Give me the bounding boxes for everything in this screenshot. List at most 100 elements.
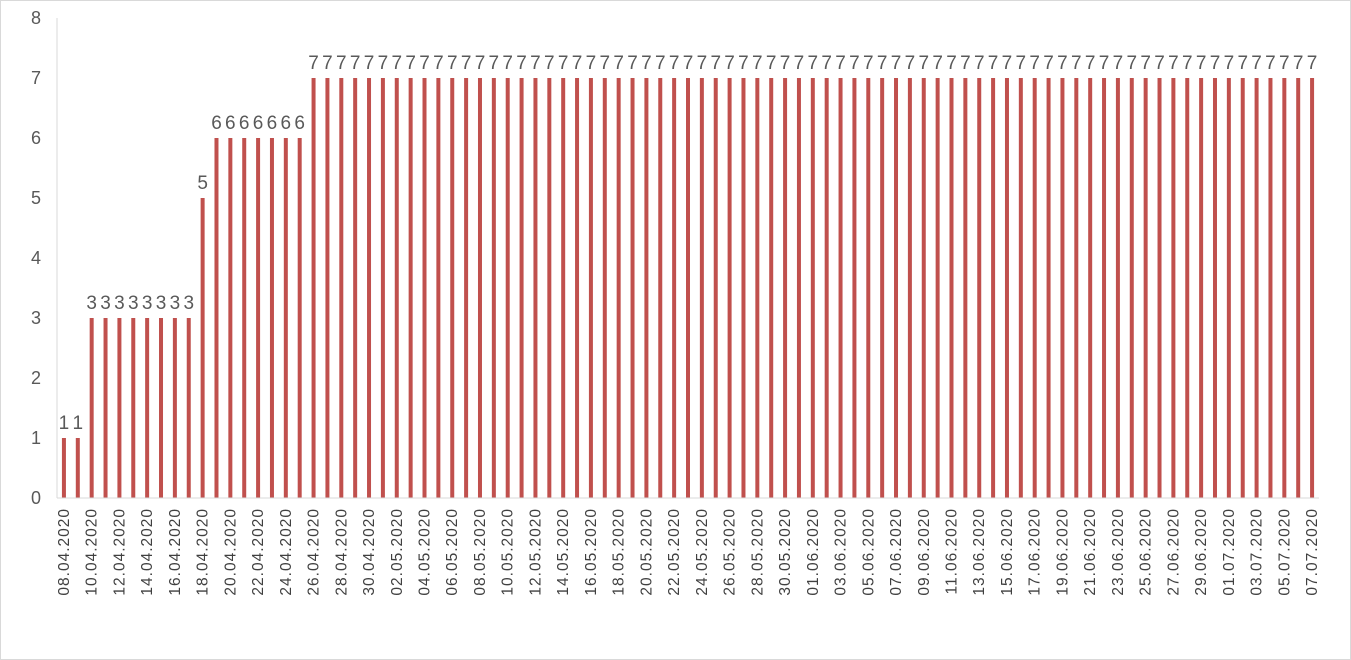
bar (866, 78, 871, 498)
data-label: 7 (586, 53, 597, 74)
data-label: 7 (1071, 53, 1082, 74)
data-label: 7 (918, 53, 929, 74)
x-tick-label: 26.05.2020 (722, 508, 739, 596)
data-label: 7 (780, 53, 791, 74)
data-label: 7 (988, 53, 999, 74)
data-label: 6 (294, 113, 305, 134)
bar (575, 78, 580, 498)
data-label: 7 (683, 53, 694, 74)
bar (1282, 78, 1287, 498)
bars (61, 78, 1315, 498)
data-label: 7 (461, 53, 472, 74)
y-tick-label: 8 (31, 8, 41, 28)
bar (380, 78, 385, 498)
bar (699, 78, 704, 498)
data-label: 7 (1085, 53, 1096, 74)
x-tick-label: 03.06.2020 (833, 508, 850, 596)
bar (1185, 78, 1190, 498)
bar (1046, 78, 1051, 498)
x-tick-label: 14.05.2020 (555, 508, 572, 596)
bar (1143, 78, 1148, 498)
data-label: 7 (1154, 53, 1165, 74)
data-label: 6 (211, 113, 222, 134)
data-label: 7 (447, 53, 458, 74)
bar (547, 78, 552, 498)
bar (242, 138, 247, 498)
y-tick-label: 2 (31, 368, 41, 388)
data-label: 7 (877, 53, 888, 74)
bar (422, 78, 427, 498)
x-tick-label: 04.05.2020 (417, 508, 434, 596)
bar (894, 78, 899, 498)
data-label: 7 (308, 53, 319, 74)
x-tick-label: 01.07.2020 (1221, 508, 1238, 596)
x-tick-label: 06.05.2020 (444, 508, 461, 596)
x-tick-label: 19.06.2020 (1054, 508, 1071, 596)
bar (880, 78, 885, 498)
bar (131, 318, 136, 498)
bar (505, 78, 510, 498)
x-tick-label: 21.06.2020 (1082, 508, 1099, 596)
data-label: 7 (891, 53, 902, 74)
data-label: 1 (73, 413, 84, 434)
x-tick-label: 23.06.2020 (1110, 508, 1127, 596)
bar (810, 78, 815, 498)
bar (1240, 78, 1245, 498)
bar (1129, 78, 1134, 498)
bar (921, 78, 926, 498)
bar (727, 78, 732, 498)
bar (616, 78, 621, 498)
y-tick-label: 1 (31, 428, 41, 448)
data-label: 1 (59, 413, 70, 434)
data-label: 7 (835, 53, 846, 74)
x-axis: 08.04.2020 10.04.2020 12.04.2020 14.04.2020… (56, 508, 1321, 596)
data-label: 6 (267, 113, 278, 134)
data-label: 3 (170, 293, 181, 314)
y-tick-label: 6 (31, 128, 41, 148)
x-tick-label: 03.07.2020 (1249, 508, 1266, 596)
data-label: 7 (600, 53, 611, 74)
data-label: 5 (197, 173, 208, 194)
bar (713, 78, 718, 498)
bar (977, 78, 982, 498)
data-label: 3 (142, 293, 153, 314)
data-label: 7 (1224, 53, 1235, 74)
x-tick-label: 26.04.2020 (306, 508, 323, 596)
data-label: 7 (766, 53, 777, 74)
bar (75, 438, 80, 498)
data-label: 7 (1057, 53, 1068, 74)
x-tick-label: 29.06.2020 (1193, 508, 1210, 596)
bar (796, 78, 801, 498)
data-label: 7 (502, 53, 513, 74)
bar (602, 78, 607, 498)
data-label: 3 (183, 293, 194, 314)
bar (172, 318, 177, 498)
bar (1157, 78, 1162, 498)
bar (838, 78, 843, 498)
bar (1018, 78, 1023, 498)
y-axis: 0 1 2 3 4 5 6 7 8 (31, 8, 41, 508)
data-label: 7 (669, 53, 680, 74)
data-label: 7 (738, 53, 749, 74)
bar (353, 78, 358, 498)
bar (339, 78, 344, 498)
data-label: 7 (1043, 53, 1054, 74)
x-tick-label: 15.06.2020 (999, 508, 1016, 596)
data-label: 7 (808, 53, 819, 74)
bar (1226, 78, 1231, 498)
bar (630, 78, 635, 498)
data-label: 7 (378, 53, 389, 74)
x-tick-label: 12.05.2020 (527, 508, 544, 596)
x-tick-label: 24.04.2020 (278, 508, 295, 596)
data-label: 7 (350, 53, 361, 74)
x-tick-label: 30.04.2020 (361, 508, 378, 596)
data-label: 7 (946, 53, 957, 74)
bar (1102, 78, 1107, 498)
x-tick-label: 14.04.2020 (139, 508, 156, 596)
data-label: 7 (516, 53, 527, 74)
y-tick-label: 7 (31, 68, 41, 88)
bar (1212, 78, 1217, 498)
bar (491, 78, 496, 498)
bar (228, 138, 233, 498)
